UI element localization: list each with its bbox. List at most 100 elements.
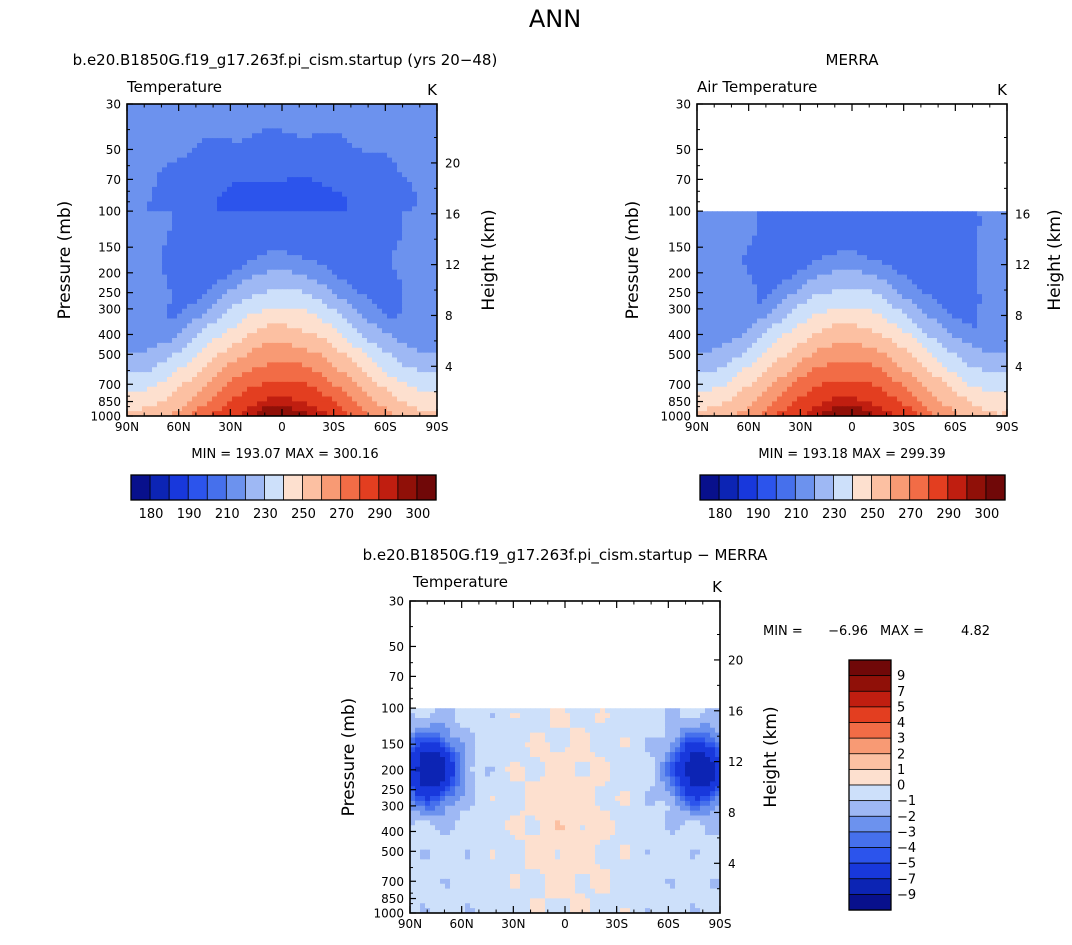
field-cell — [202, 157, 208, 164]
field-cell — [237, 221, 243, 227]
field-cell — [412, 255, 418, 261]
field-cell — [722, 260, 728, 266]
field-cell — [207, 167, 213, 173]
field-cell — [327, 201, 333, 207]
field-cell — [232, 381, 238, 388]
field-cell — [137, 167, 143, 173]
field-cell — [952, 240, 958, 246]
field-cell — [327, 269, 333, 276]
field-cell — [322, 264, 328, 271]
colorbar-swatch — [206, 474, 227, 501]
field-cell — [182, 303, 188, 310]
field-cell — [347, 123, 353, 129]
field-cell — [207, 152, 213, 159]
field-cell — [147, 289, 153, 295]
field-cell — [242, 274, 248, 281]
field-cell — [272, 113, 278, 120]
field-cell — [182, 396, 188, 402]
field-cell — [177, 157, 183, 164]
field-cell — [352, 118, 358, 125]
field-cell — [982, 264, 988, 271]
field-cell — [262, 391, 268, 398]
field-cell — [222, 401, 228, 407]
field-cell — [317, 230, 323, 237]
field-cell — [302, 323, 308, 329]
field-cell — [227, 269, 233, 276]
field-cell — [137, 289, 143, 295]
field-cell — [277, 201, 283, 207]
field-cell — [402, 338, 408, 344]
field-cell — [987, 274, 993, 281]
field-cell — [767, 250, 773, 256]
field-cell — [212, 118, 218, 125]
field-cell — [167, 152, 173, 159]
field-cell — [272, 196, 278, 203]
field-cell — [842, 274, 848, 281]
field-cell — [312, 221, 318, 227]
field-cell — [912, 225, 918, 232]
field-cell — [247, 118, 253, 125]
field-cell — [377, 133, 383, 139]
field-cell — [342, 201, 348, 207]
field-cell — [202, 294, 208, 300]
field-cell — [412, 342, 418, 349]
field-cell — [327, 143, 333, 149]
field-cell — [277, 342, 283, 349]
field-cell — [277, 211, 283, 217]
field-cell — [172, 362, 178, 368]
field-cell — [167, 338, 173, 344]
field-cell — [212, 128, 218, 134]
field-cell — [427, 406, 433, 412]
field-cell — [407, 299, 413, 305]
field-cell — [357, 338, 363, 344]
field-cell — [737, 245, 743, 251]
field-cell — [167, 216, 173, 222]
field-cell — [252, 406, 258, 412]
field-cell — [412, 401, 418, 407]
field-cell — [327, 377, 333, 383]
field-cell — [227, 123, 233, 129]
field-cell — [797, 245, 803, 251]
field-cell — [192, 391, 198, 398]
field-cell — [272, 104, 278, 110]
field-cell — [322, 191, 328, 198]
field-cell — [147, 118, 153, 125]
field-cell — [137, 118, 143, 125]
field-cell — [357, 196, 363, 203]
field-cell — [192, 157, 198, 164]
field-cell — [232, 274, 238, 281]
field-cell — [242, 294, 248, 300]
x-tick-label: 30S — [322, 420, 345, 434]
field-cell — [252, 260, 258, 266]
field-cell — [302, 211, 308, 217]
field-cell — [347, 318, 353, 324]
field-cell — [202, 196, 208, 203]
field-cell — [812, 240, 818, 246]
field-cell — [357, 381, 363, 388]
field-cell — [172, 186, 178, 193]
field-cell — [212, 406, 218, 412]
field-cell — [302, 172, 308, 178]
field-cell — [142, 328, 148, 334]
field-cell — [912, 245, 918, 251]
field-cell — [167, 182, 173, 188]
field-cell — [427, 123, 433, 129]
field-cell — [137, 245, 143, 251]
field-cell — [262, 318, 268, 324]
field-cell — [877, 245, 883, 251]
field-cell — [392, 133, 398, 139]
field-cell — [397, 177, 403, 183]
field-cell — [332, 342, 338, 349]
field-cell — [407, 357, 413, 363]
field-cell — [747, 225, 753, 232]
field-cell — [202, 147, 208, 154]
field-cell — [212, 294, 218, 300]
field-cell — [132, 323, 138, 329]
field-cell — [702, 240, 708, 246]
field-cell — [297, 230, 303, 237]
field-cell — [327, 182, 333, 188]
field-cell — [187, 108, 193, 115]
field-cell — [207, 211, 213, 217]
field-cell — [257, 323, 263, 329]
field-cell — [862, 211, 868, 217]
